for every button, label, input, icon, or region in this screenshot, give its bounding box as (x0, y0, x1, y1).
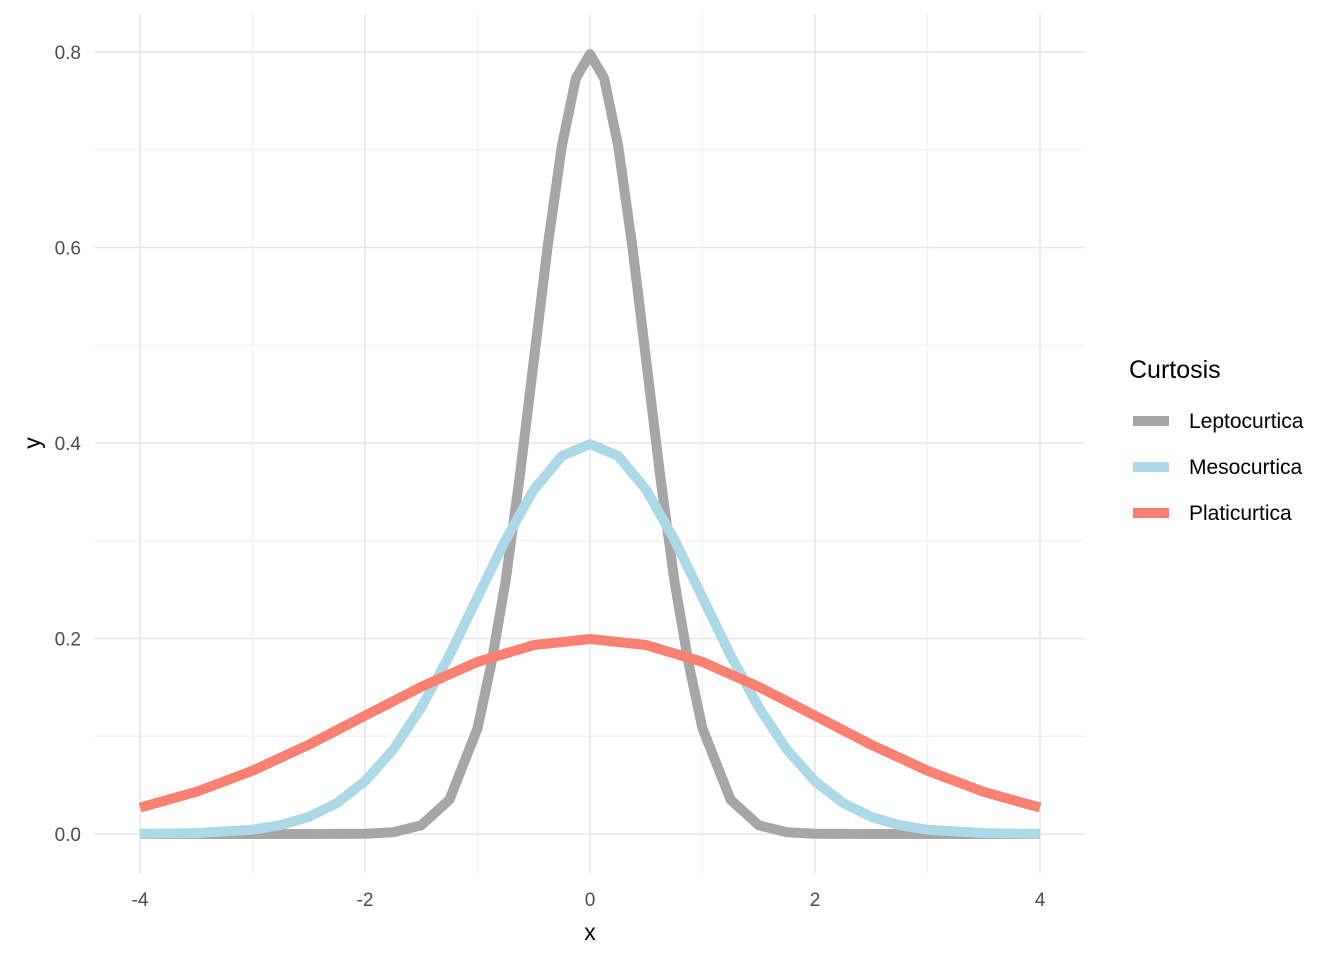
y-axis-tick-labels: 0.0 0.2 0.4 0.6 0.8 (55, 43, 82, 846)
y-tick-label: 0.8 (55, 43, 81, 64)
x-axis-tick-labels: -4 -2 0 2 4 (132, 890, 1046, 911)
legend: Curtosis Leptocurtica Mesocurtica Platicur… (1129, 356, 1304, 525)
series-line-platicurtica (138, 633, 1042, 813)
x-tick-label: 4 (1035, 890, 1046, 911)
x-tick-label: 2 (810, 890, 821, 911)
x-axis-title: x (584, 919, 596, 945)
legend-label-leptocurtica: Leptocurtica (1189, 410, 1304, 433)
x-tick-label: -2 (357, 890, 374, 911)
y-tick-label: 0.6 (55, 239, 81, 260)
y-tick-label: 0.0 (55, 825, 81, 846)
y-tick-label: 0.2 (55, 630, 81, 651)
y-tick-label: 0.4 (55, 434, 82, 455)
legend-title: Curtosis (1129, 356, 1221, 384)
x-tick-label: -4 (132, 890, 149, 911)
x-tick-label: 0 (585, 890, 596, 911)
series-line-leptocurtica (140, 49, 1040, 839)
y-axis-title: y (19, 437, 45, 449)
legend-items: Leptocurtica Mesocurtica Platicurtica (1133, 410, 1304, 525)
legend-label-platicurtica: Platicurtica (1189, 502, 1292, 525)
legend-label-mesocurtica: Mesocurtica (1189, 456, 1303, 479)
series-layer (138, 49, 1042, 839)
series-line-mesocurtica (139, 439, 1041, 839)
